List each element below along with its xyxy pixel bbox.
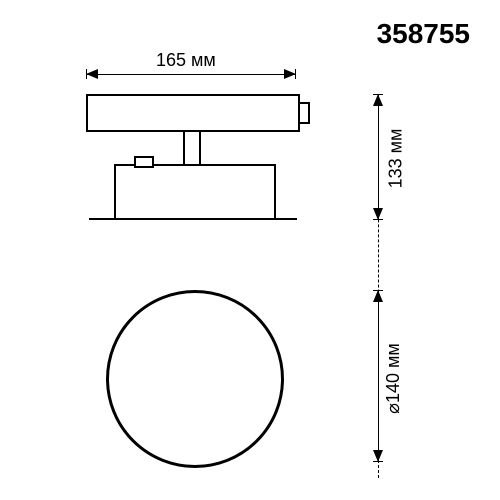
side-neck-right <box>199 130 201 164</box>
dim-width-label: 165 мм <box>156 50 216 71</box>
dim-height-tick-bottom <box>373 219 383 220</box>
product-code: 358755 <box>377 18 470 50</box>
side-switch-tab <box>134 156 154 168</box>
dim-diameter-label: ⌀140 мм <box>383 343 404 414</box>
dim-diameter-tick-top <box>373 290 383 291</box>
dim-height-arrow-up <box>373 94 383 106</box>
dim-diameter-arrow-up <box>373 290 383 302</box>
dim-diameter-tick-bottom <box>373 461 383 462</box>
side-lamp-box <box>114 164 276 220</box>
side-connector-tab <box>298 102 310 124</box>
dim-height-label: 133 мм <box>385 129 406 189</box>
side-lamp-bottom-line <box>89 218 297 220</box>
dim-width-line <box>86 74 296 75</box>
diagram-stage: 358755 165 мм 133 мм ⌀140 мм <box>0 0 500 500</box>
side-top-box <box>86 94 300 132</box>
dim-width-arrow-left <box>86 69 98 79</box>
dim-height-tick-top <box>373 94 383 95</box>
dim-height-line <box>378 94 379 220</box>
side-neck-left <box>183 130 185 164</box>
dim-width-tick-left <box>86 69 87 79</box>
dim-diameter-line <box>378 290 379 462</box>
dim-width-tick-right <box>295 69 296 79</box>
bottom-circle <box>106 290 284 468</box>
